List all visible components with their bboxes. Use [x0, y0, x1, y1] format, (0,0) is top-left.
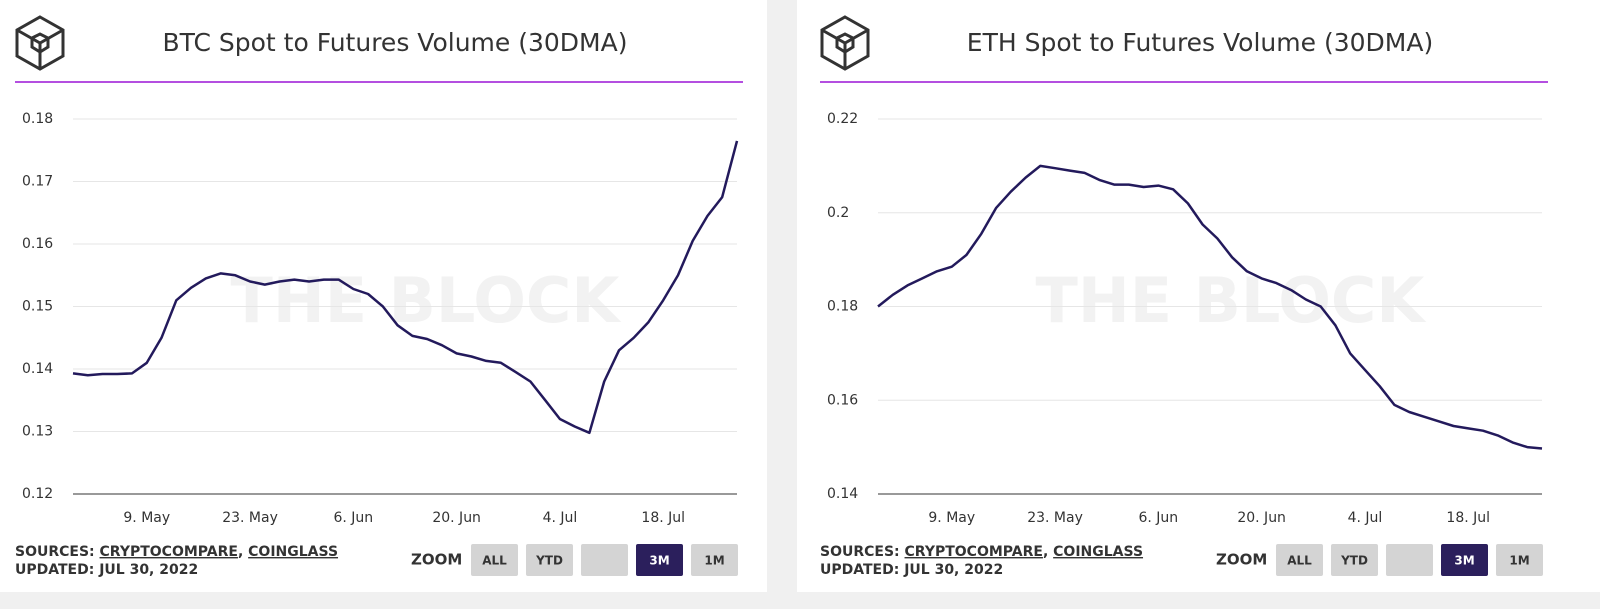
updated: UPDATED: JUL 30, 2022	[820, 562, 1003, 578]
chart-title: ETH Spot to Futures Volume (30DMA)	[967, 28, 1433, 57]
line-series	[877, 164, 1543, 450]
x-tick-label: 18. Jul	[1446, 510, 1490, 526]
x-tick-label: 18. Jul	[641, 510, 685, 526]
zoom-button-label[interactable]: 1M	[704, 554, 724, 568]
panel	[0, 0, 767, 592]
y-tick-label: 0.17	[22, 174, 53, 190]
source-link[interactable]: COINGLASS	[1053, 544, 1143, 560]
y-tick-label: 0.22	[827, 111, 858, 127]
y-tick-label: 0.12	[22, 486, 53, 502]
source-label: SOURCES:	[820, 544, 900, 560]
x-tick-label: 9. May	[928, 510, 975, 526]
y-tick-label: 0.16	[22, 236, 53, 252]
zoom-button[interactable]	[471, 544, 518, 576]
watermark: THE BLOCK	[231, 264, 622, 337]
y-tick-label: 0.16	[827, 392, 858, 408]
separator: ,	[238, 544, 243, 560]
zoom-button[interactable]	[1386, 544, 1433, 576]
source-link[interactable]: CRYPTOCOMPARE	[100, 544, 238, 560]
zoom-button-label[interactable]: 1M	[1509, 554, 1529, 568]
separator: ,	[1043, 544, 1048, 560]
sources: SOURCES: CRYPTOCOMPARE, COINGLASS	[15, 544, 338, 560]
zoom-button-label[interactable]: YTD	[1340, 554, 1368, 568]
zoom-button-label[interactable]: 3M	[1454, 554, 1474, 568]
x-tick-label: 23. May	[222, 510, 278, 526]
updated: UPDATED: JUL 30, 2022	[15, 562, 198, 578]
zoom-button-label[interactable]: ALL	[482, 554, 507, 568]
x-tick-label: 9. May	[123, 510, 170, 526]
y-tick-label: 0.14	[827, 486, 858, 502]
x-tick-label: 6. Jun	[1139, 510, 1179, 526]
x-tick-label: 20. Jun	[432, 510, 481, 526]
source-label: SOURCES:	[15, 544, 95, 560]
zoom-button[interactable]	[1276, 544, 1323, 576]
watermark: THE BLOCK	[1036, 264, 1427, 337]
y-tick-label: 0.2	[827, 205, 849, 221]
sources: SOURCES: CRYPTOCOMPARE, COINGLASS	[820, 544, 1143, 560]
chart-title: BTC Spot to Futures Volume (30DMA)	[163, 28, 628, 57]
logo	[820, 15, 870, 71]
zoom-button[interactable]	[581, 544, 628, 576]
y-tick-label: 0.18	[22, 111, 53, 127]
x-tick-label: 4. Jul	[1348, 510, 1383, 526]
zoom-button[interactable]	[636, 544, 683, 576]
y-tick-label: 0.18	[827, 299, 858, 315]
zoom-button-label[interactable]: 3M	[649, 554, 669, 568]
panel	[797, 0, 1600, 592]
source-link[interactable]: CRYPTOCOMPARE	[905, 544, 1043, 560]
x-tick-label: 23. May	[1027, 510, 1083, 526]
zoom-button[interactable]	[1441, 544, 1488, 576]
zoom-button[interactable]	[691, 544, 738, 576]
y-tick-label: 0.14	[22, 361, 53, 377]
x-tick-label: 6. Jun	[334, 510, 374, 526]
zoom-button[interactable]	[1331, 544, 1378, 576]
line-series	[72, 140, 739, 435]
zoom-button[interactable]	[526, 544, 573, 576]
logo	[15, 15, 65, 71]
zoom-label: ZOOM	[411, 551, 462, 569]
x-tick-label: 4. Jul	[543, 510, 578, 526]
zoom-button-label[interactable]: YTD	[535, 554, 563, 568]
zoom-label: ZOOM	[1216, 551, 1267, 569]
y-tick-label: 0.13	[22, 424, 53, 440]
zoom-button-label[interactable]: ALL	[1287, 554, 1312, 568]
source-link[interactable]: COINGLASS	[248, 544, 338, 560]
y-tick-label: 0.15	[22, 299, 53, 315]
zoom-button[interactable]	[1496, 544, 1543, 576]
x-tick-label: 20. Jun	[1237, 510, 1286, 526]
